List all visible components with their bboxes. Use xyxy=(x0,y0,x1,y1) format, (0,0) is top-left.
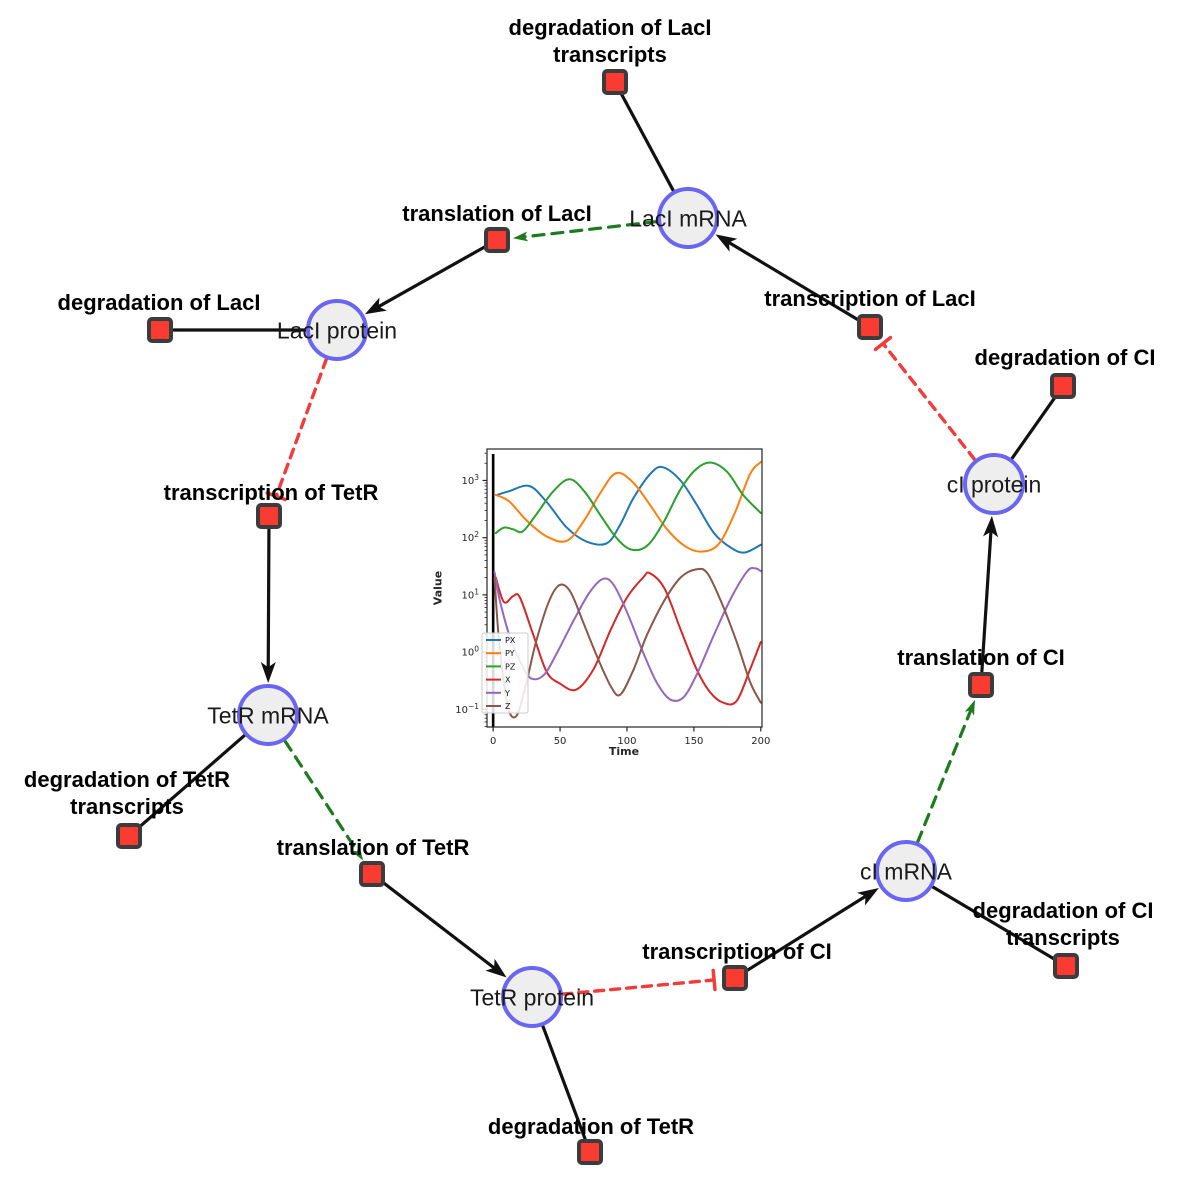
species-node-tetr-mrna[interactable] xyxy=(237,684,299,746)
species-node-ci-mrna[interactable] xyxy=(875,840,937,902)
reaction-node-deg-laci-transcripts[interactable] xyxy=(602,69,628,95)
edge-translation-tetr-tetr-protein xyxy=(381,880,498,971)
legend-entry-PZ: PZ xyxy=(505,662,516,671)
edge-ci-protein-deg-ci xyxy=(1010,395,1057,461)
arrowhead-icon xyxy=(485,958,507,978)
reaction-node-translation-laci[interactable] xyxy=(484,227,510,253)
reaction-label-deg-laci: degradation of LacI xyxy=(57,290,261,315)
modifier-arrowhead-icon xyxy=(964,699,975,716)
reaction-label-translation-laci: translation of LacI xyxy=(402,201,592,226)
x-tick-label: 0 xyxy=(490,736,496,747)
legend-entry-Y: Y xyxy=(504,689,510,698)
x-tick-label: 100 xyxy=(617,736,636,747)
arrowhead-icon xyxy=(983,515,999,538)
edge-transcription-tetr-tetr-mrna xyxy=(266,528,271,671)
reaction-label-transcription-ci: transcription of CI xyxy=(642,939,832,964)
reaction-label-deg-ci: degradation of CI xyxy=(974,345,1156,370)
reaction-label-deg-laci-transcripts: degradation of LacI transcripts xyxy=(508,15,712,67)
legend-entry-PX: PX xyxy=(505,636,516,645)
edge-transcription-laci-laci-mrna xyxy=(725,240,860,322)
reaction-label-translation-ci: translation of CI xyxy=(897,645,1065,670)
edge-tetr-protein-deg-tetr xyxy=(541,1024,587,1141)
reaction-node-transcription-laci[interactable] xyxy=(857,314,883,340)
species-node-laci-mrna[interactable] xyxy=(657,187,719,249)
edge-laci-mrna-deg-laci-transcripts xyxy=(620,92,675,193)
reaction-label-transcription-tetr: transcription of TetR xyxy=(163,480,379,505)
arrowhead-icon xyxy=(715,234,738,252)
x-tick-label: 150 xyxy=(684,736,703,747)
legend-box xyxy=(481,632,529,714)
edge-laci-mrna-translation-laci xyxy=(521,219,659,239)
inhibition-tbar-icon xyxy=(265,491,287,502)
modifier-arrowhead-icon xyxy=(512,231,529,242)
reaction-node-deg-laci[interactable] xyxy=(147,317,173,343)
modifier-arrowhead-icon xyxy=(350,845,364,861)
reaction-node-deg-ci-transcripts[interactable] xyxy=(1053,953,1079,979)
arrowhead-icon xyxy=(260,662,276,683)
edge-laci-protein-transcription-tetr xyxy=(274,357,329,498)
edge-ci-protein-transcription-laci xyxy=(881,341,977,462)
species-node-laci-protein[interactable] xyxy=(306,299,368,361)
reaction-label-deg-tetr: degradation of TetR xyxy=(487,1114,695,1139)
species-label-ci-protein: cI protein xyxy=(946,471,1042,498)
species-label-ci-mrna: cI mRNA xyxy=(860,858,952,885)
series-Z xyxy=(493,567,762,719)
edge-tetr-mrna-translation-tetr xyxy=(283,739,360,854)
species-label-laci-protein: LacI protein xyxy=(276,317,398,344)
edge-ci-mrna-translation-ci xyxy=(915,707,973,844)
reaction-label-deg-tetr-transcripts: degradation of TetR transcripts xyxy=(23,767,231,819)
species-node-ci-protein[interactable] xyxy=(963,453,1025,515)
edge-tetr-mrna-deg-tetr-transcripts xyxy=(137,733,247,829)
reaction-node-deg-tetr[interactable] xyxy=(577,1139,603,1165)
inhibition-tbar-icon xyxy=(873,335,893,352)
reaction-node-transcription-ci[interactable] xyxy=(722,965,748,991)
reaction-node-deg-ci[interactable] xyxy=(1050,373,1076,399)
plot-x-axis-title: Time xyxy=(608,745,640,758)
legend-entry-Z: Z xyxy=(505,702,511,711)
series-PX xyxy=(496,465,762,554)
reaction-label-deg-ci-transcripts: degradation of CI transcripts xyxy=(972,898,1154,950)
legend-entry-X: X xyxy=(505,676,511,685)
edge-transcription-ci-ci-mrna xyxy=(745,893,869,973)
reaction-label-transcription-laci: transcription of LacI xyxy=(764,286,976,311)
edge-translation-ci-ci-protein xyxy=(980,528,993,673)
series-X xyxy=(494,571,762,706)
series-PZ xyxy=(494,461,762,552)
species-label-tetr-mrna: TetR mRNA xyxy=(207,702,329,729)
arrowhead-icon xyxy=(857,888,879,906)
reaction-node-transcription-tetr[interactable] xyxy=(256,503,282,529)
reaction-label-translation-tetr: translation of TetR xyxy=(276,835,470,860)
reaction-node-translation-tetr[interactable] xyxy=(359,861,385,887)
plot-y-axis-title: Value xyxy=(431,570,445,606)
inhibition-tbar-icon xyxy=(711,968,717,992)
edge-translation-laci-laci-protein xyxy=(375,245,487,310)
species-node-tetr-protein[interactable] xyxy=(501,966,563,1028)
edge-tetr-protein-transcription-ci xyxy=(561,978,716,996)
x-tick-label: 200 xyxy=(751,736,770,747)
series-PY xyxy=(494,461,762,553)
x-tick-label: 50 xyxy=(554,736,567,747)
species-label-tetr-protein: TetR protein xyxy=(469,984,595,1011)
edge-ci-mrna-deg-ci-transcripts xyxy=(931,885,1056,961)
species-label-laci-mrna: LacI mRNA xyxy=(629,205,747,232)
arrowhead-icon xyxy=(364,297,387,315)
legend-entry-PY: PY xyxy=(505,649,515,658)
reaction-node-deg-tetr-transcripts[interactable] xyxy=(116,823,142,849)
reaction-node-translation-ci[interactable] xyxy=(968,672,994,698)
